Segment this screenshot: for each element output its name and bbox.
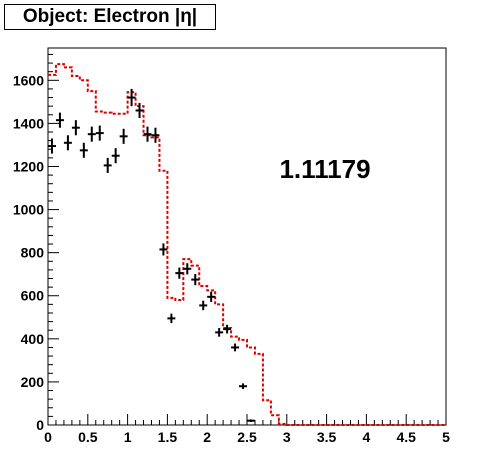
y-tick-label: 200 bbox=[21, 374, 45, 390]
data-point bbox=[63, 135, 72, 151]
data-point bbox=[79, 142, 88, 158]
data-point bbox=[215, 328, 224, 337]
x-tick-label: 4 bbox=[363, 429, 371, 445]
data-point bbox=[87, 126, 96, 142]
data-point bbox=[167, 313, 176, 324]
plot-frame bbox=[47, 47, 447, 426]
data-point bbox=[223, 324, 232, 334]
data-point bbox=[55, 112, 64, 128]
data-point bbox=[159, 243, 168, 256]
histogram-line bbox=[48, 63, 446, 426]
x-tick-label: 0 bbox=[44, 429, 52, 445]
data-point bbox=[143, 126, 152, 142]
y-tick-label: 0 bbox=[36, 417, 44, 433]
x-tick-label: 2.5 bbox=[237, 429, 257, 445]
x-tick-label: 0.5 bbox=[78, 429, 98, 445]
x-tick-label: 3.5 bbox=[317, 429, 337, 445]
data-point bbox=[239, 383, 247, 390]
x-tick-label: 2 bbox=[203, 429, 211, 445]
y-tick-label: 1200 bbox=[13, 158, 44, 174]
chart-title: Object: Electron |η| bbox=[4, 4, 216, 30]
x-tick-label: 5 bbox=[442, 429, 450, 445]
y-tick-label: 800 bbox=[21, 245, 45, 261]
data-point bbox=[135, 102, 144, 119]
data-point bbox=[103, 157, 112, 173]
data-point bbox=[48, 138, 56, 154]
y-tick-label: 600 bbox=[21, 288, 45, 304]
x-tick-label: 4.5 bbox=[396, 429, 416, 445]
y-tick-label: 400 bbox=[21, 331, 45, 347]
data-point bbox=[151, 127, 160, 143]
data-point bbox=[183, 263, 192, 275]
data-point bbox=[247, 419, 255, 422]
x-tick-label: 1 bbox=[124, 429, 132, 445]
data-point bbox=[119, 128, 128, 144]
data-point bbox=[175, 267, 184, 279]
data-point bbox=[199, 300, 208, 311]
data-points bbox=[48, 88, 255, 422]
data-point bbox=[127, 88, 136, 107]
data-point bbox=[191, 273, 200, 286]
x-tick-label: 3 bbox=[283, 429, 291, 445]
data-point bbox=[111, 148, 120, 164]
data-point bbox=[207, 291, 216, 302]
y-tick-label: 1600 bbox=[13, 72, 44, 88]
data-point bbox=[231, 343, 240, 352]
x-tick-label: 1.5 bbox=[158, 429, 178, 445]
expected-histogram bbox=[48, 63, 446, 426]
axis-ticks: 0 0.5 1 1.5 2 2.5 3 3.5 4 4.5 5 0 200 400 600 800 1000 12… bbox=[13, 53, 450, 445]
data-point bbox=[95, 125, 104, 141]
ratio-annotation: 1.11179 bbox=[279, 154, 370, 184]
y-tick-label: 1400 bbox=[13, 115, 44, 131]
y-tick-label: 1000 bbox=[13, 202, 44, 218]
data-point bbox=[71, 120, 80, 136]
